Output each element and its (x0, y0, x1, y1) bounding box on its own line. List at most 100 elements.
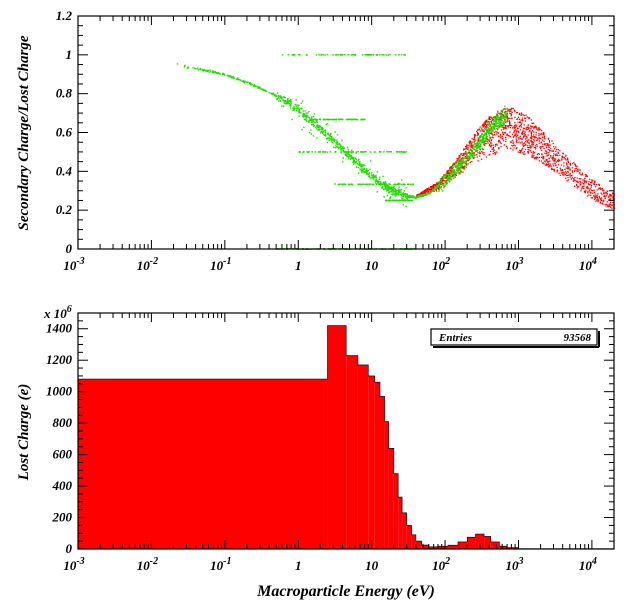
red-point-1365 (612, 206, 614, 208)
green-point-1274 (366, 172, 368, 174)
green-point-1033 (467, 152, 469, 154)
green-point-190 (492, 127, 494, 129)
green-band-point-2-34 (340, 118, 343, 120)
green-point-965 (361, 167, 363, 170)
red-point-1279 (490, 121, 492, 123)
green-point-1206 (403, 193, 406, 196)
red-point-159 (556, 153, 558, 155)
red-point-766 (455, 174, 457, 176)
green-band-point-3-69 (344, 151, 346, 153)
top-y-axis-title: Secondary Charge/Lost Charge (16, 35, 32, 230)
red-point-738 (471, 145, 473, 148)
green-point-830 (484, 128, 486, 130)
red-point-874 (513, 127, 515, 129)
red-point-155 (502, 133, 504, 136)
red-point-360 (441, 182, 444, 185)
red-point-1391 (564, 170, 567, 173)
red-point-1200 (512, 107, 514, 110)
red-point-1238 (434, 184, 436, 186)
green-point-754 (361, 171, 363, 174)
red-point-397 (498, 148, 500, 150)
red-point-853 (546, 150, 548, 153)
hist-bar-6 (380, 396, 385, 549)
red-point-475 (497, 141, 500, 143)
red-point-1384 (498, 140, 501, 142)
red-point-78 (543, 144, 546, 146)
green-point-1245 (489, 124, 491, 126)
red-point-176 (437, 182, 439, 184)
red-point-327 (551, 167, 553, 169)
red-point-554 (484, 123, 486, 125)
red-point-1463 (503, 132, 506, 134)
red-point-1477 (422, 192, 424, 194)
green-point-1031 (449, 180, 451, 182)
hist-bar-9 (393, 473, 399, 549)
red-point-815 (567, 176, 569, 179)
green-point-271 (464, 164, 466, 166)
red-point-791 (606, 195, 608, 197)
red-point-1277 (498, 139, 500, 142)
red-point-756 (447, 170, 449, 172)
red-point-1539 (494, 143, 497, 146)
green-point-1017 (286, 102, 288, 105)
green-point-1070 (462, 161, 464, 163)
red-point-1269 (531, 141, 534, 143)
red-point-394 (530, 151, 533, 153)
green-point-1325 (334, 131, 336, 133)
green-point-273 (268, 92, 271, 94)
red-point-905 (594, 181, 596, 183)
green-point-1283 (479, 143, 481, 145)
red-point-1267 (424, 191, 426, 194)
green-point-1104 (464, 157, 466, 159)
green-point-1006 (460, 165, 462, 167)
green-point-1297 (412, 196, 414, 198)
green-point-1340 (300, 107, 302, 110)
top-x-tick-exp-1: -2 (150, 256, 158, 267)
red-point-1340 (465, 152, 467, 154)
red-point-610 (524, 153, 526, 155)
bot-y-tick-label-6: 1200 (46, 352, 73, 367)
red-point-807 (579, 180, 581, 183)
green-point-986 (466, 156, 469, 158)
green-point-1364 (312, 135, 315, 137)
green-point-720 (217, 71, 219, 74)
green-point-395 (474, 150, 477, 153)
red-point-584 (526, 126, 528, 128)
green-point-1109 (434, 187, 436, 189)
red-point-199 (549, 150, 551, 152)
green-point-572 (368, 172, 371, 175)
green-point-1307 (374, 181, 376, 183)
red-point-1459 (535, 134, 537, 136)
top-scatter-marks (176, 53, 616, 250)
red-point-145 (504, 125, 506, 127)
green-point-1143 (409, 195, 411, 198)
red-point-1548 (506, 133, 509, 135)
green-point-898 (374, 175, 376, 177)
green-point-691 (378, 181, 380, 184)
green-point-1263 (334, 139, 336, 142)
red-point-1492 (476, 150, 479, 152)
red-point-1124 (509, 124, 511, 126)
green-point-1342 (296, 107, 298, 109)
green-point-823 (304, 118, 306, 121)
green-band-point-3-0 (311, 151, 313, 153)
bot-y-tick-label-5: 1000 (46, 384, 73, 399)
red-point-913 (467, 144, 469, 147)
green-point-625 (315, 120, 317, 122)
green-point-467 (458, 158, 460, 161)
green-point-665 (297, 110, 299, 112)
green-point-662 (409, 196, 411, 198)
red-point-1142 (597, 199, 599, 201)
red-point-718 (502, 114, 504, 116)
red-point-1438 (500, 116, 502, 118)
green-band-point-2-46 (338, 118, 340, 120)
green-point-971 (493, 119, 495, 122)
green-point-1306 (298, 115, 300, 118)
red-point-687 (462, 157, 464, 159)
top-x-tick-exp-7: 4 (591, 256, 597, 267)
red-point-15 (562, 174, 564, 176)
y-multiplier-exp: 6 (67, 304, 72, 315)
red-point-822 (470, 143, 472, 145)
green-point-1361 (402, 204, 404, 206)
red-point-821 (534, 126, 536, 128)
